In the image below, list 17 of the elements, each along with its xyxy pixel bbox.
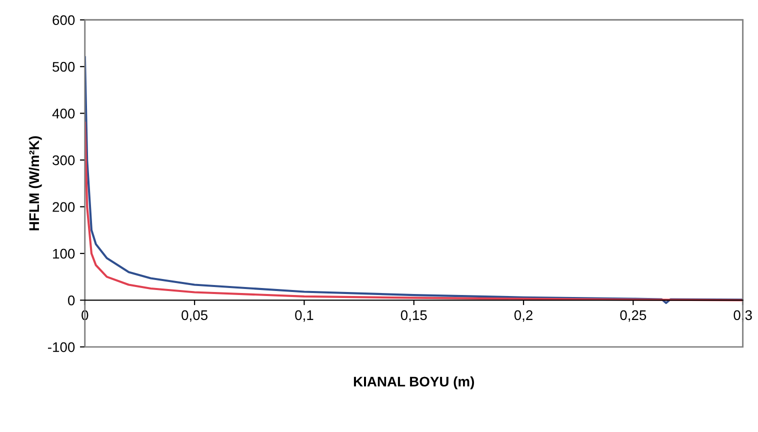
x-tick-label: 0,3 bbox=[734, 310, 752, 322]
x-tick-label: 0 bbox=[82, 310, 88, 320]
x-tick-label: 0,05 bbox=[182, 310, 208, 322]
y-tick-label: 500 bbox=[52, 62, 75, 72]
y-axis-title: HFLM (W/m²K) bbox=[28, 136, 42, 230]
y-tick-label: 600 bbox=[52, 15, 75, 26]
y-tick-label: -100 bbox=[48, 342, 75, 352]
x-tick-label: 0,15 bbox=[400, 310, 427, 322]
y-tick-label: 100 bbox=[53, 248, 75, 259]
x-axis-title: KIANAL BOYU (m) bbox=[354, 376, 474, 390]
x-tick-label: 0,25 bbox=[620, 310, 646, 322]
y-tick-label: 300 bbox=[52, 155, 75, 166]
x-tick-label: 0,1 bbox=[295, 310, 314, 322]
x-tick-label: 0,2 bbox=[514, 310, 532, 322]
y-tick-label: 0 bbox=[68, 296, 75, 306]
y-tick-label: 400 bbox=[52, 108, 75, 118]
y-tick-label: 200 bbox=[52, 202, 75, 212]
